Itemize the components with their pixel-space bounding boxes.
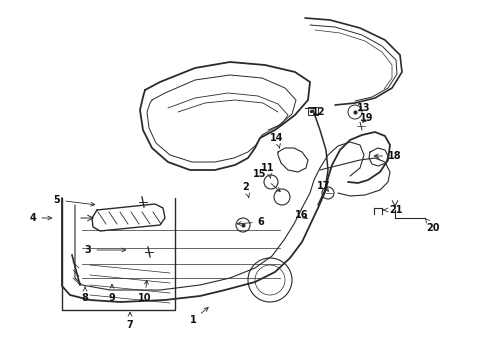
Text: 3: 3 <box>84 245 125 255</box>
Text: 1: 1 <box>189 307 208 325</box>
Text: 15: 15 <box>253 169 280 192</box>
Text: 9: 9 <box>108 284 115 303</box>
Text: 11: 11 <box>261 163 274 179</box>
Text: 12: 12 <box>312 107 325 117</box>
Text: 17: 17 <box>317 181 330 191</box>
Bar <box>307 107 317 115</box>
Text: 4: 4 <box>30 213 52 223</box>
Text: 10: 10 <box>138 280 151 303</box>
Text: 19: 19 <box>360 113 373 123</box>
Text: 8: 8 <box>81 287 88 303</box>
Text: 13: 13 <box>357 103 370 113</box>
Text: 5: 5 <box>54 195 95 206</box>
Text: 21: 21 <box>383 205 402 215</box>
Text: 14: 14 <box>270 133 283 148</box>
Text: 7: 7 <box>126 312 133 330</box>
Text: 16: 16 <box>295 210 308 220</box>
Text: 2: 2 <box>242 182 249 198</box>
Text: 20: 20 <box>424 218 439 233</box>
Text: 6: 6 <box>237 217 264 227</box>
Text: 18: 18 <box>373 151 401 161</box>
